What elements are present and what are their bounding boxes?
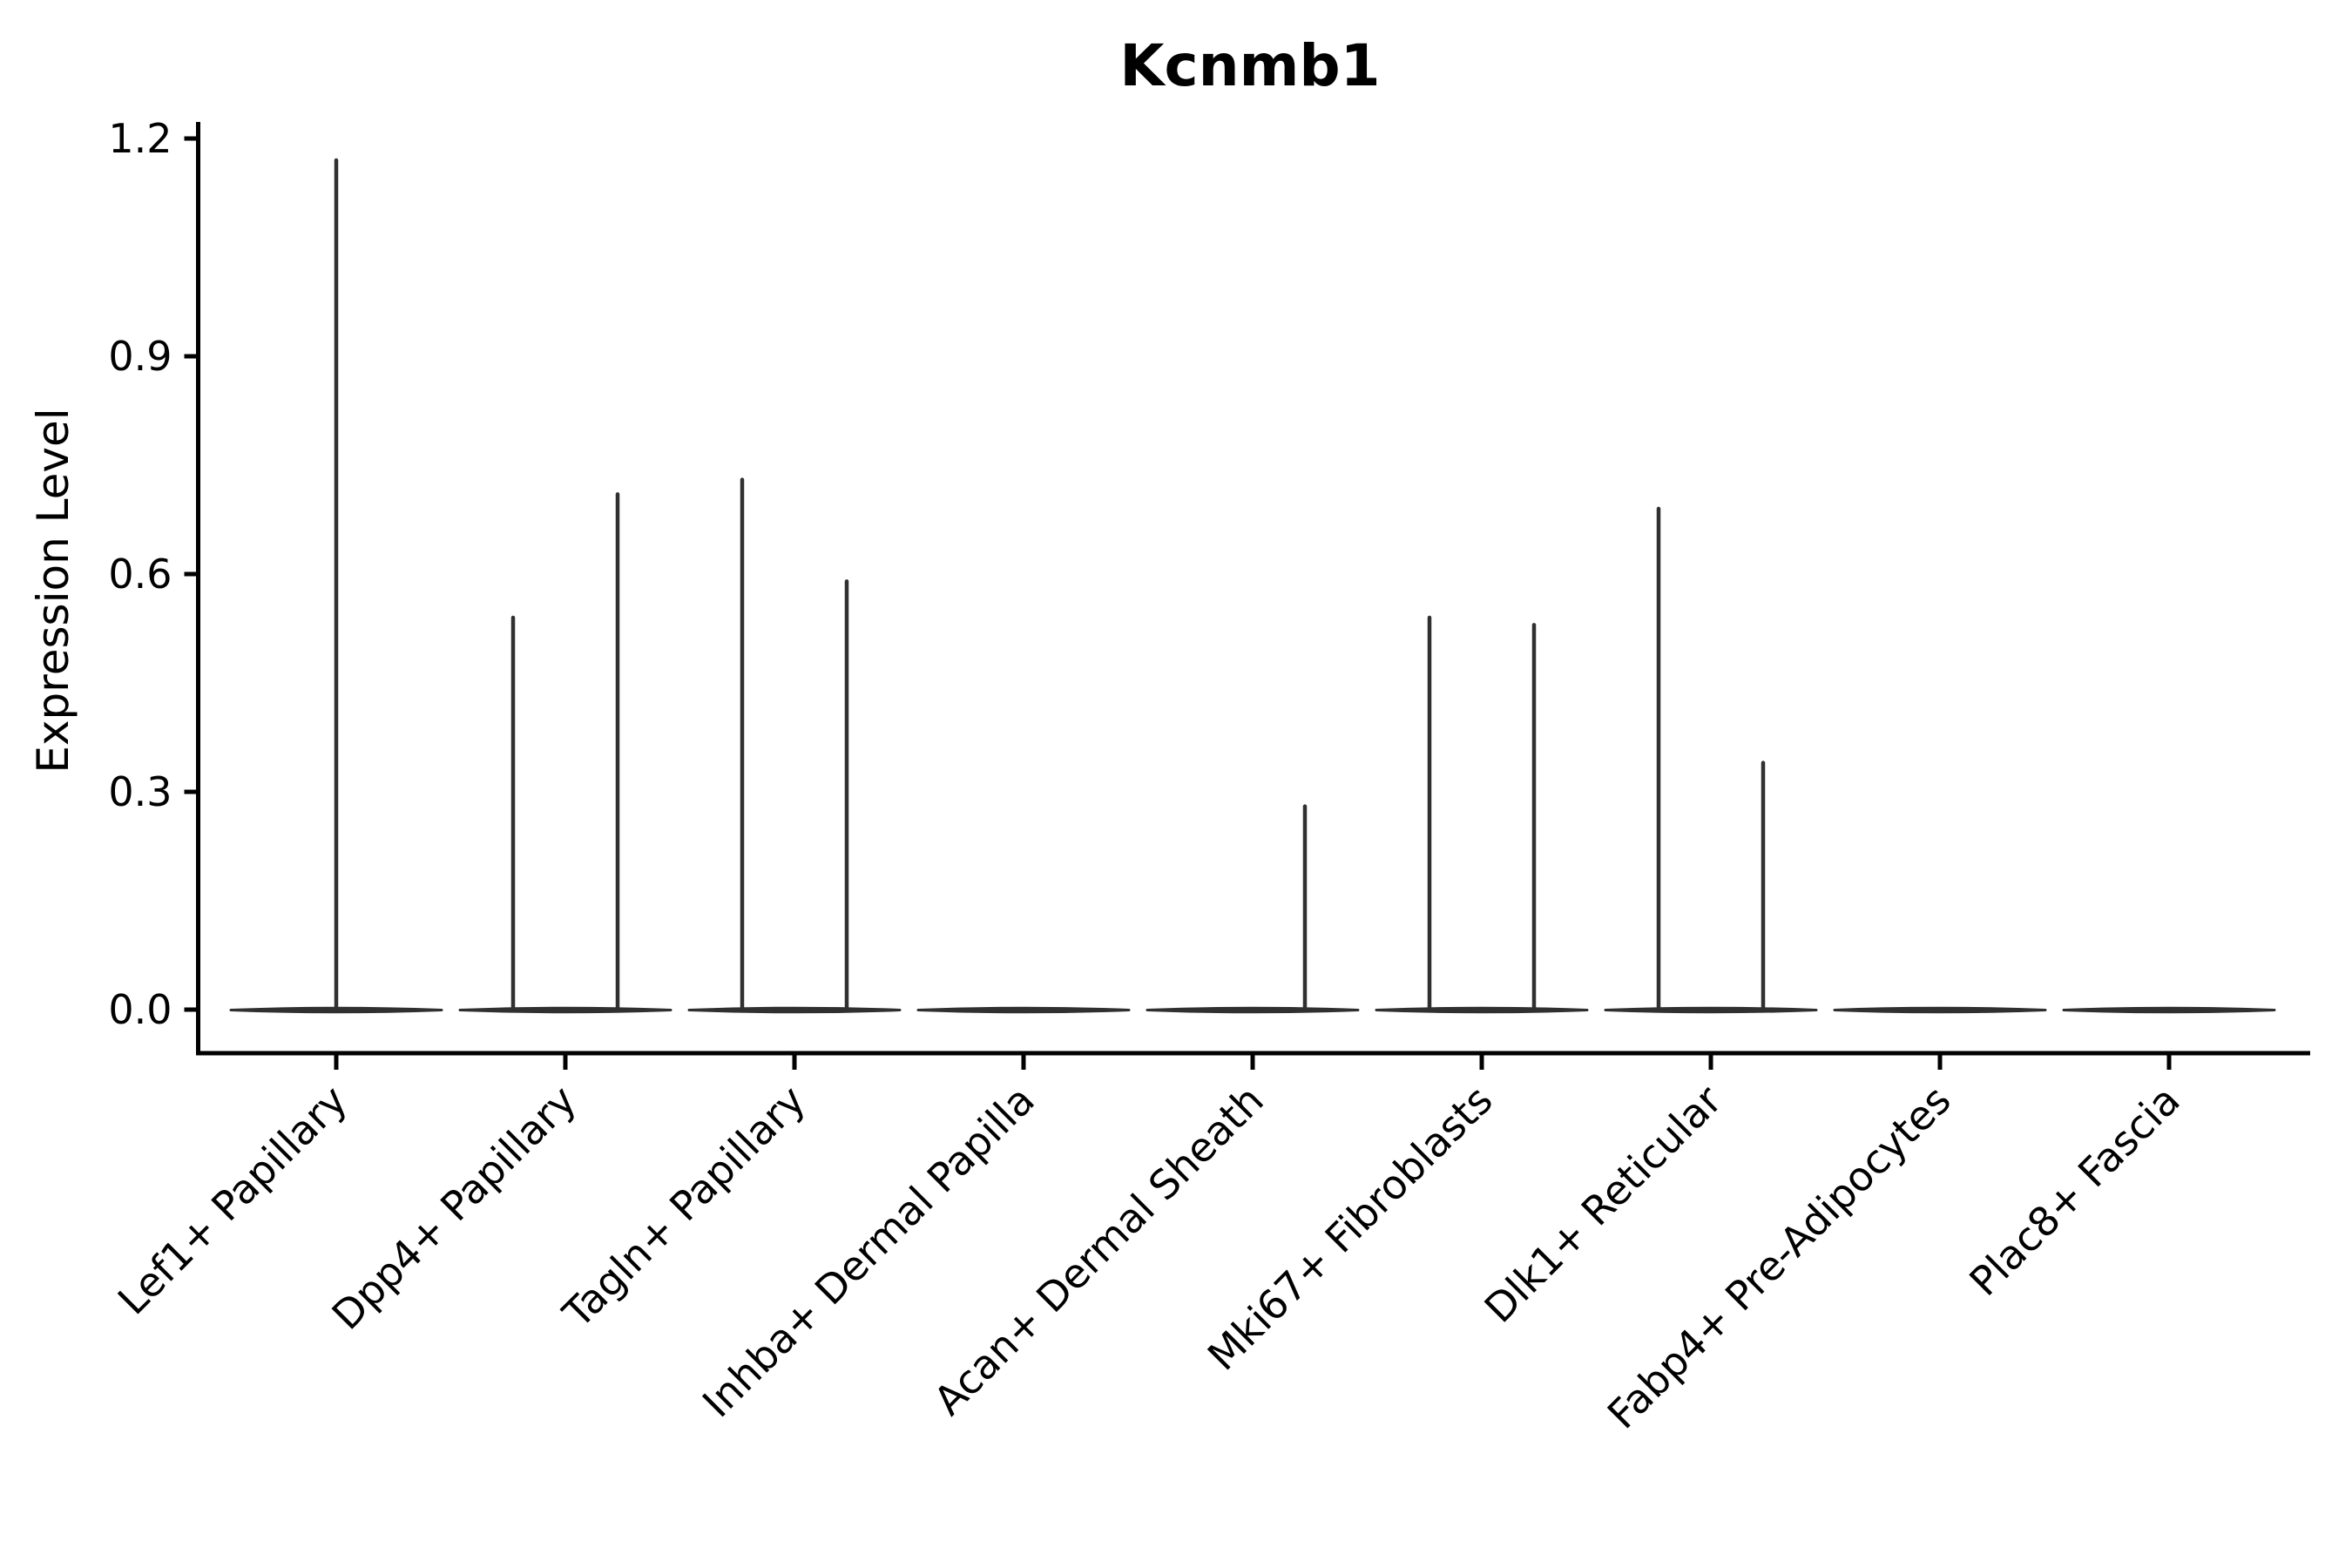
violin-base bbox=[1833, 1006, 2047, 1014]
violin-base bbox=[687, 1006, 902, 1014]
violin-base bbox=[2062, 1006, 2276, 1014]
y-tick-label: 0.6 bbox=[108, 551, 172, 598]
x-tick-label: Dpp4+ Papillary bbox=[323, 1077, 585, 1339]
y-axis-label: Expression Level bbox=[28, 408, 78, 773]
x-tick-label: Dlk1+ Reticular bbox=[1476, 1077, 1731, 1332]
violin-base bbox=[458, 1006, 672, 1014]
y-tick-label: 1.2 bbox=[108, 115, 172, 162]
violin-base bbox=[1604, 1006, 1818, 1014]
violins-layer bbox=[229, 158, 2276, 1014]
chart-title: Kcnmb1 bbox=[1119, 32, 1380, 99]
violin-base bbox=[1375, 1006, 1589, 1014]
y-tick-label: 0.3 bbox=[108, 768, 172, 815]
violin-base bbox=[1146, 1006, 1360, 1014]
violin-base bbox=[229, 1006, 443, 1014]
violin-base bbox=[916, 1006, 1131, 1014]
x-tick-label: Tagln+ Papillary bbox=[553, 1077, 814, 1338]
y-tick-label: 0.0 bbox=[108, 986, 172, 1033]
y-tick-label: 0.9 bbox=[108, 333, 172, 380]
x-tick-label: Plac8+ Fascia bbox=[1960, 1077, 2188, 1305]
x-tick-label: Lef1+ Papillary bbox=[109, 1077, 356, 1324]
